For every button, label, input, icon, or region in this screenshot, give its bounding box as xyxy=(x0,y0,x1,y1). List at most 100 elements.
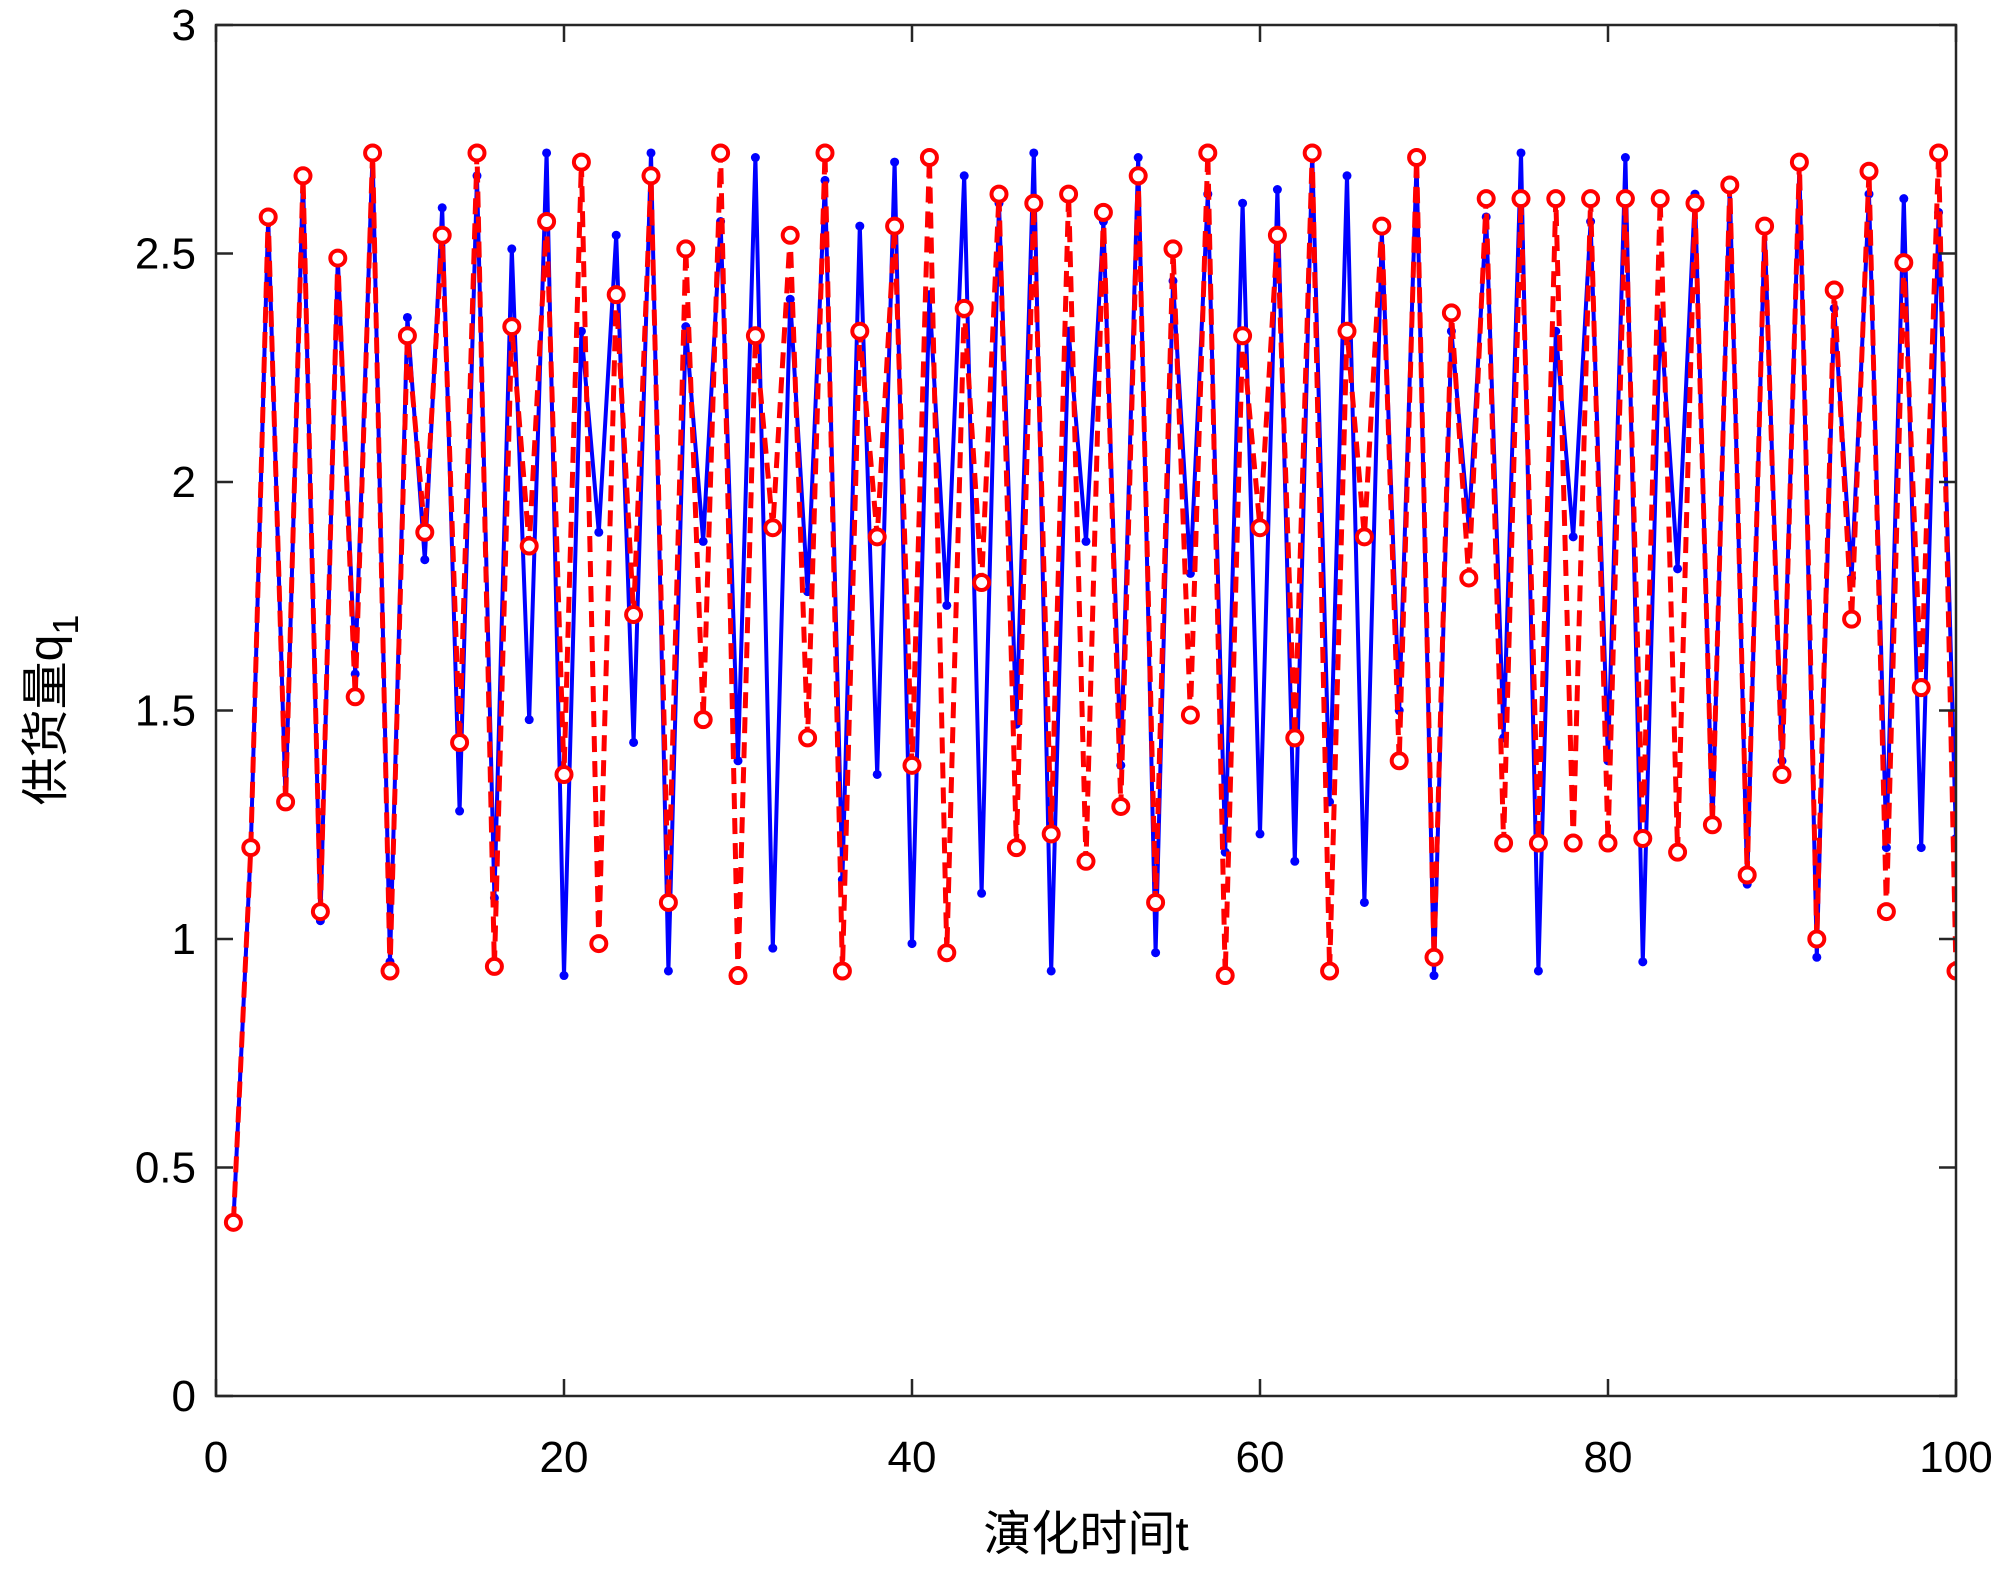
series-1-point xyxy=(402,312,412,322)
y-tick-label: 2.5 xyxy=(135,230,196,279)
series-2-point xyxy=(1824,280,1844,300)
y-tick-label: 2 xyxy=(172,458,196,507)
series-2-point xyxy=(989,184,1009,204)
series-2-point xyxy=(1581,189,1601,209)
series-2-point xyxy=(467,143,487,163)
series-1-point xyxy=(1429,971,1439,981)
series-2-point xyxy=(1389,751,1409,771)
y-axis-label: 供货量q1 xyxy=(20,615,86,806)
series-2-point xyxy=(1233,326,1253,346)
y-tick-label: 3 xyxy=(172,1,196,50)
series-2-point xyxy=(1737,865,1757,885)
series-1-point xyxy=(959,171,969,181)
series-1-point xyxy=(594,527,604,537)
series-2-point xyxy=(1407,148,1427,168)
series-1-point xyxy=(1255,829,1265,839)
series-1-point xyxy=(1899,194,1909,204)
series-2-point xyxy=(432,225,452,245)
ticks-layer: 0 20 40 60 80 100 0 0.5 1 1.5 2 2.5 3 xyxy=(135,1,1993,1482)
series-2-point xyxy=(571,152,591,172)
series-2-point xyxy=(832,961,852,981)
series-2-point xyxy=(1650,189,1670,209)
series-2-point xyxy=(1059,184,1079,204)
series-2-point xyxy=(537,212,557,232)
series-2-point xyxy=(380,961,400,981)
series-1-point xyxy=(977,888,987,898)
series-2-point xyxy=(1946,961,1956,981)
series-2-point xyxy=(1911,678,1931,698)
series-1-point xyxy=(1151,948,1161,958)
series-1-point xyxy=(611,230,621,240)
series-2-point xyxy=(867,527,887,547)
series-1-point xyxy=(750,153,760,163)
series-2-point xyxy=(624,605,644,625)
series-2-point xyxy=(1093,202,1113,222)
series-2-point xyxy=(728,966,748,986)
series-2-point xyxy=(241,838,261,858)
y-tick-label: 1.5 xyxy=(135,687,196,736)
series-2-point xyxy=(798,728,818,748)
series-1-point xyxy=(768,943,778,953)
series-1-point xyxy=(1812,952,1822,962)
y-axis-label-main: 供货量q xyxy=(20,635,73,806)
series-2-point xyxy=(902,755,922,775)
series-2-point xyxy=(1337,321,1357,341)
series-2-point xyxy=(519,536,539,556)
series-2-point xyxy=(1006,838,1026,858)
series-2-point xyxy=(554,764,574,784)
series-2-point xyxy=(589,934,609,954)
series-2-point xyxy=(763,518,783,538)
x-tick-label: 60 xyxy=(1236,1433,1285,1482)
series-1-point xyxy=(942,600,952,610)
series-1-point xyxy=(420,555,430,565)
series-1-point xyxy=(1342,171,1352,181)
series-1-point xyxy=(1916,843,1926,853)
series-2-point xyxy=(606,285,626,305)
series-2-point xyxy=(450,732,470,752)
series-1-point xyxy=(698,536,708,546)
series-1-point xyxy=(507,244,517,254)
series-2-point xyxy=(1633,828,1653,848)
series-2-point xyxy=(276,792,296,812)
series-2-point xyxy=(1198,143,1218,163)
series-1-point xyxy=(559,971,569,981)
series-2-point xyxy=(1041,824,1061,844)
series-1-point xyxy=(890,157,900,167)
series-2-point xyxy=(972,573,992,593)
series-1-point xyxy=(1673,564,1683,574)
series-2-point xyxy=(223,1212,243,1232)
series-2-point xyxy=(937,943,957,963)
series-2-point xyxy=(1755,216,1775,236)
series-2-point xyxy=(1285,728,1305,748)
series-2-point xyxy=(1111,796,1131,816)
series-1-point xyxy=(1620,153,1630,163)
series-2-point xyxy=(1789,152,1809,172)
x-axis-label: 演化时间t xyxy=(983,1508,1188,1561)
series-2-point xyxy=(745,326,765,346)
series-2-point xyxy=(711,143,731,163)
series-2-point xyxy=(1702,815,1722,835)
series-2-point xyxy=(1302,143,1322,163)
series-2-line xyxy=(230,150,1956,1223)
series-2-point xyxy=(1876,902,1896,922)
series-2-point xyxy=(641,166,661,186)
x-tick-label: 100 xyxy=(1919,1433,1992,1482)
series-2-point xyxy=(1267,225,1287,245)
series-1-point xyxy=(437,203,447,213)
series-layer xyxy=(223,143,1956,1232)
series-2-point xyxy=(693,710,713,730)
series-2-point xyxy=(1215,966,1235,986)
series-1-point xyxy=(1568,532,1578,542)
series-2-point xyxy=(1894,253,1914,273)
series-2-point xyxy=(1528,833,1548,853)
series-2-point xyxy=(1459,568,1479,588)
series-2-point xyxy=(885,216,905,236)
x-tick-label: 20 xyxy=(540,1433,589,1482)
series-1-point xyxy=(663,966,673,976)
series-2-point xyxy=(1476,189,1496,209)
series-1-point xyxy=(1133,153,1143,163)
series-2-point xyxy=(1372,216,1392,236)
series-2-point xyxy=(502,317,522,337)
series-2-point xyxy=(1546,189,1566,209)
